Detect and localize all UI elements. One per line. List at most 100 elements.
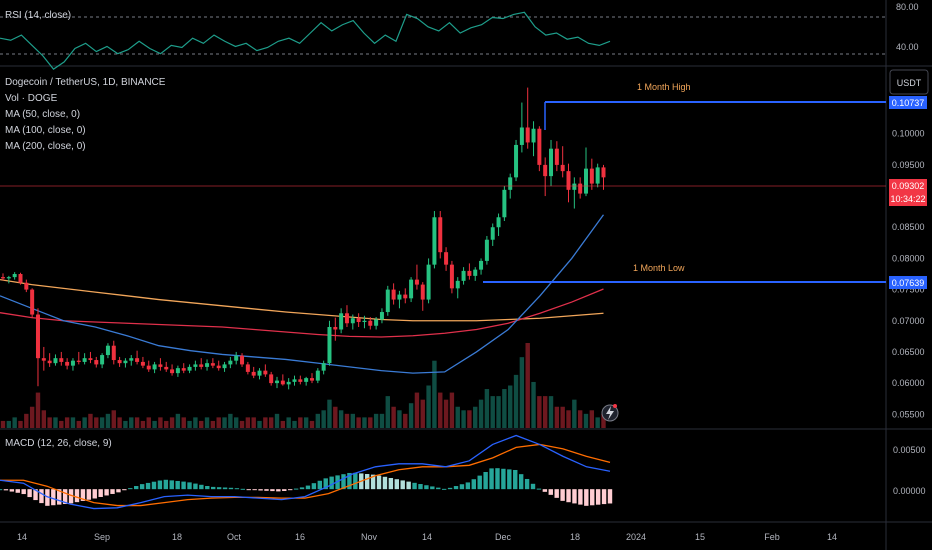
volume-bar [234,417,239,428]
volume-bar [484,389,490,428]
candle-body [479,260,484,270]
macd-histogram-bar [465,482,471,490]
candle-body [129,358,134,361]
macd-histogram-bar [15,489,20,493]
macd-histogram-bar [62,489,68,505]
macd-histogram-bar [524,478,530,490]
volume-bar [531,381,536,428]
volume-bar [455,406,460,428]
candle-body [41,358,46,361]
macd-histogram-bar [270,489,275,492]
macd-histogram-bar [92,489,97,499]
candle-body [251,371,256,376]
macd-histogram-bar [45,489,50,506]
candle-body [508,177,513,190]
candle-body [47,360,52,364]
currency-button[interactable]: USDT [889,69,929,95]
volume-bar [164,420,169,428]
macd-histogram-bar [258,489,263,491]
macd-pane[interactable]: MACD (12, 26, close, 9) 0.00500 0.00000 [0,434,926,510]
volume-bar [554,406,560,428]
time-axis[interactable]: 14 Sep 18 Oct 16 Nov 14 Dec 18 2024 15 Feb 14 [17,532,837,542]
volume-bar [408,403,414,428]
volume-bar [525,343,530,428]
macd-histogram-bar [459,484,465,490]
macd-histogram-bar [453,486,459,490]
time-label: Feb [764,532,780,542]
candle-body [298,379,303,382]
macd-histogram-bar [483,472,488,490]
candle-body [292,379,297,382]
macd-histogram-bar [157,480,163,490]
volume-bar [542,396,548,428]
price-axis[interactable]: USDT 0.105000.100000.095000.090000.08500… [889,69,929,419]
currency-button-frame[interactable] [889,69,929,95]
candle-body [374,319,379,326]
rsi-label: RSI (14, close) [5,10,71,21]
macd-histogram-bar [447,487,453,490]
candle-body [368,320,373,326]
candle-body [199,364,204,367]
volume-bar [397,410,402,428]
candle-body [35,314,40,359]
candle-body [82,358,87,362]
macd-histogram-bar [228,487,234,490]
macd-histogram-bar [234,488,240,490]
macd-histogram-bar [542,489,548,492]
legend-ma50: MA (50, close, 0) [5,109,80,120]
volume-bar [239,420,245,428]
macd-histogram-bar [590,489,595,506]
macd-histogram-bar [560,489,565,501]
macd-histogram-bar [98,489,103,497]
volume-bar [589,410,595,428]
volume-bar [490,396,495,428]
price-tick: 0.08500 [892,222,925,232]
volume-bar [426,385,431,428]
volume-bar [111,410,116,428]
time-label: 14 [422,532,432,542]
candle-body [496,217,501,228]
price-tick: 0.08000 [892,253,925,263]
volume-bar [577,410,583,428]
volume-bar [391,406,396,428]
candle-body [205,363,210,367]
volume-bar [508,385,513,428]
macd-histogram-bar [252,489,257,491]
macd-histogram-bar [501,468,506,490]
replay-lightning-button[interactable] [601,404,619,422]
macd-histogram-bar [151,481,157,490]
volume-bar [321,410,326,428]
candle-body [309,378,314,381]
candle-body [321,363,326,371]
macd-histogram-bar [495,468,500,490]
volume-bar [443,399,449,428]
volume-bar [158,417,163,428]
volume-bar [467,410,472,428]
candle-body [543,164,548,177]
volume-bar [129,417,134,428]
candle-body [572,183,577,190]
macd-histogram-bar [264,489,269,491]
candle-body [257,370,262,376]
candle-body [589,168,594,184]
volume-bar [502,389,507,428]
volume-bar [204,417,210,428]
volume-bar [473,406,478,428]
rsi-pane[interactable]: RSI (14, close) 80.00 40.00 [0,2,919,70]
volume-bar [24,413,29,428]
candle-body [379,312,384,320]
candle-body [59,358,64,362]
price-tick: 0.05500 [892,409,925,419]
macd-histogram-bar [51,489,56,506]
volume-bar [29,406,35,428]
volume-bar [0,420,6,428]
macd-histogram-bar [86,489,92,500]
macd-histogram-bar [293,488,299,490]
candle-body [158,364,163,367]
rsi-line-group [0,11,611,70]
volume-bar [478,399,484,428]
macd-histogram-bar [57,489,62,505]
price-pane[interactable]: 1 Month High 1 Month Low Dogecoin / Teth… [0,77,886,428]
candle-body [100,355,105,365]
